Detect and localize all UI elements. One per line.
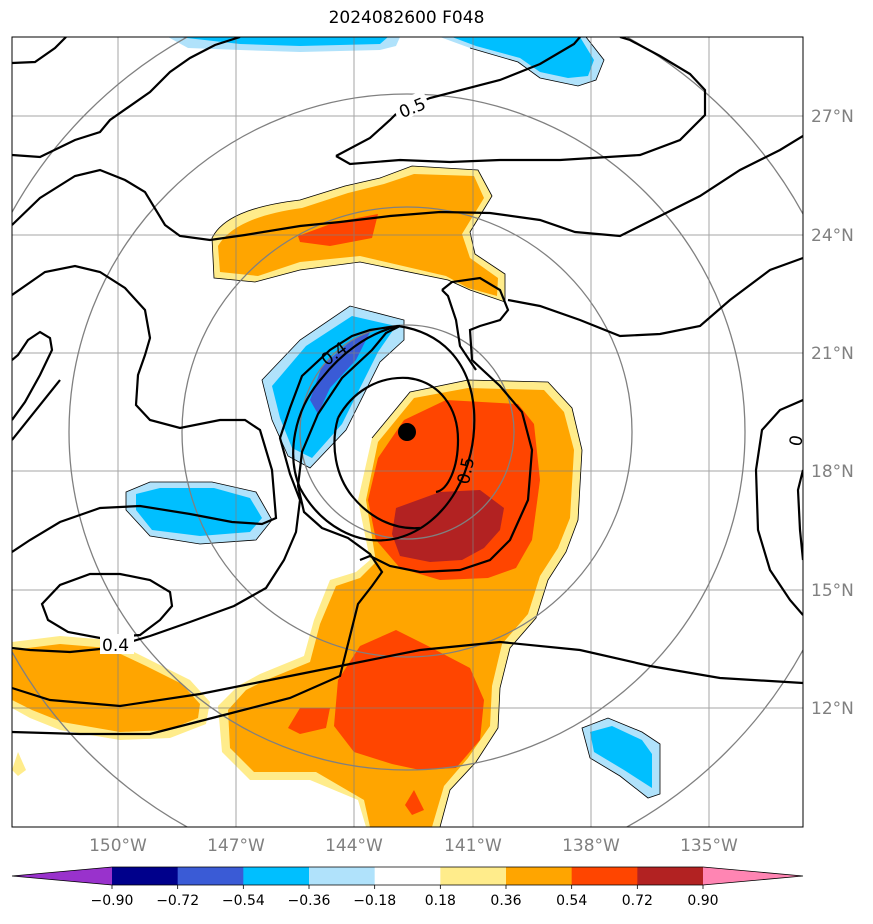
colorbar-segment bbox=[637, 867, 704, 885]
fill-small-red bbox=[288, 708, 330, 734]
colorbar-tick-label: −0.36 bbox=[288, 893, 331, 909]
latitude-labels: 27°N 24°N 21°N 18°N 15°N 12°N bbox=[811, 107, 854, 719]
lat-label-24n: 24°N bbox=[811, 226, 854, 246]
colorbar-tick-label: 0.54 bbox=[556, 893, 587, 909]
colorbar-tick-label: −0.72 bbox=[156, 893, 199, 909]
lat-label-18n: 18°N bbox=[811, 462, 854, 482]
colorbar-segment bbox=[374, 867, 441, 885]
colorbar-segment bbox=[309, 867, 376, 885]
lat-label-12n: 12°N bbox=[811, 699, 854, 719]
fill-neg-west bbox=[136, 488, 262, 536]
colorbar-tick-label: 0.90 bbox=[687, 893, 718, 909]
colorbar-segment bbox=[112, 867, 179, 885]
colorbar: −0.90 −0.72 −0.54 −0.36 −0.18 0.18 0.36 0.54 0.7… bbox=[11, 866, 804, 909]
colorbar-segment bbox=[571, 867, 638, 885]
lon-label-135w: 135°W bbox=[680, 836, 738, 856]
colorbar-segment bbox=[506, 867, 573, 885]
lon-label-144w: 144°W bbox=[325, 836, 383, 856]
colorbar-tick-label: 0.18 bbox=[425, 893, 456, 909]
colorbar-tick-label: 0.72 bbox=[622, 893, 653, 909]
colorbar-segment bbox=[440, 867, 507, 885]
line-contours bbox=[12, 37, 803, 736]
contour-label-west-04: 0.4 bbox=[102, 636, 129, 656]
fill-neg-top-right bbox=[452, 37, 594, 78]
fill-main-darkred bbox=[392, 490, 504, 562]
colorbar-tick-label: 0.36 bbox=[490, 893, 521, 909]
lon-label-150w: 150°W bbox=[89, 836, 147, 856]
colorbar-extend-low bbox=[12, 867, 112, 885]
fill-main-red-south bbox=[334, 630, 484, 770]
lat-label-21n: 21°N bbox=[811, 344, 854, 364]
fill-small-red-b bbox=[405, 790, 424, 815]
fill-tiny-west bbox=[12, 752, 26, 776]
lon-label-141w: 141°W bbox=[444, 836, 502, 856]
colorbar-extend-high bbox=[703, 867, 803, 885]
colorbar-tick-label: −0.18 bbox=[353, 893, 396, 909]
lon-label-147w: 147°W bbox=[207, 836, 265, 856]
contour-label-east: 0 bbox=[786, 434, 808, 448]
colorbar-segment bbox=[243, 867, 310, 885]
positive-anomaly-fill bbox=[12, 166, 582, 827]
fill-neg-center bbox=[272, 316, 396, 458]
map-frame bbox=[11, 36, 804, 828]
colorbar-tick-label: −0.90 bbox=[91, 893, 134, 909]
map-plot-area: 0.5 0.4 0.5 0.4 0 bbox=[12, 37, 808, 827]
fill-west-orange bbox=[12, 644, 200, 732]
range-rings bbox=[12, 37, 803, 827]
lat-label-15n: 15°N bbox=[811, 581, 854, 601]
fill-neg-se bbox=[590, 726, 652, 788]
map-title: 2024082600 F048 bbox=[328, 8, 485, 28]
lon-label-138w: 138°W bbox=[562, 836, 620, 856]
graticule bbox=[12, 37, 803, 827]
colorbar-segment bbox=[177, 867, 244, 885]
fill-band-north-red bbox=[298, 214, 378, 246]
colorbar-tick-label: −0.54 bbox=[222, 893, 265, 909]
storm-center-marker bbox=[398, 423, 416, 441]
longitude-labels: 150°W 147°W 144°W 141°W 138°W 135°W bbox=[89, 836, 738, 856]
lat-label-27n: 27°N bbox=[811, 107, 854, 127]
